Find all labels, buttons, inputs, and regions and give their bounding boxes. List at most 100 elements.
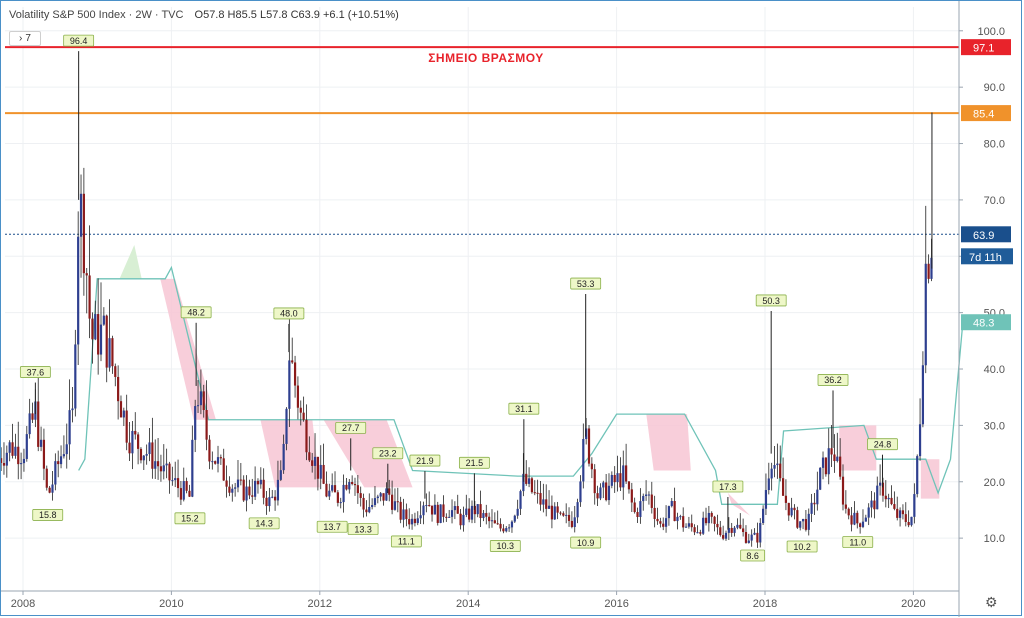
candle-body (94, 314, 97, 340)
swing-marker-label: 10.2 (793, 542, 811, 552)
horizontal-lines: ΣΗΜΕΙΟ ΒΡΑΣΜΟΥ (5, 46, 959, 235)
candle-body (633, 502, 636, 513)
candle-body (2, 462, 6, 466)
swing-marker-box (347, 523, 379, 535)
candle-body (790, 507, 793, 516)
candle-body (162, 465, 165, 472)
ohlc-high: H85.5 (227, 9, 257, 21)
candle-body (653, 507, 656, 519)
candle-body (479, 504, 482, 519)
candle-body (773, 465, 776, 469)
candle-body (1, 458, 3, 463)
cloud-fill (720, 470, 751, 516)
candle-body (859, 523, 862, 527)
candle-body (579, 481, 582, 503)
ohlc-low: L57.8 (259, 9, 288, 21)
swing-marker-box (508, 402, 540, 415)
candle-body (910, 516, 913, 526)
swing-marker-box (786, 540, 818, 553)
swing-marker-box (409, 454, 441, 467)
candle-body (99, 324, 103, 355)
candle-body (642, 495, 645, 502)
candle-body (536, 492, 539, 494)
candle-body (194, 406, 197, 440)
candle-body (62, 454, 66, 457)
candle-body (659, 521, 662, 524)
candle-body (516, 508, 519, 516)
candle-body (288, 360, 291, 409)
candle-body (465, 508, 468, 515)
candle-body (348, 481, 351, 490)
x-tick-label: 2016 (604, 598, 628, 610)
candle-body (362, 497, 365, 510)
candle-body (819, 467, 822, 490)
swing-marker-label: 37.6 (27, 367, 45, 377)
candle-body (667, 506, 671, 519)
cloud-value-badge: 48.3 (973, 318, 994, 330)
indicator-toggle-button[interactable]: › 7 (9, 31, 41, 46)
candle-body (607, 485, 611, 501)
candle-body (864, 517, 867, 522)
candle-body (234, 487, 237, 489)
boiling-point-badge-bg (961, 39, 1011, 56)
candle-body (336, 492, 339, 503)
candle-body (393, 501, 397, 510)
candle-body (214, 461, 217, 464)
boiling-point-label: ΣΗΜΕΙΟ ΒΡΑΣΜΟΥ (428, 51, 544, 65)
swing-marker-label: 48.0 (280, 309, 298, 319)
candle-body (179, 488, 183, 500)
candle-body (351, 481, 354, 485)
candle-body (824, 457, 827, 475)
candle-body (816, 489, 819, 505)
cloud-fill (646, 414, 691, 471)
candle-body (699, 532, 702, 534)
last-price-badge-bg (961, 226, 1011, 243)
candle-body (759, 523, 762, 543)
candle-body (382, 493, 385, 501)
candle-body (602, 482, 605, 488)
candle-body (767, 478, 770, 491)
candle-body (154, 461, 157, 469)
candle-body (896, 508, 899, 518)
candle-body (927, 263, 930, 279)
candle-body (876, 485, 879, 510)
candle-body (898, 510, 902, 518)
candle-body (97, 314, 100, 355)
candle-body (151, 442, 154, 469)
y-tick-label: 100.0 (977, 26, 1005, 38)
candle-body (662, 523, 665, 527)
candle-body (248, 486, 251, 496)
candle-body (833, 454, 836, 462)
candle-body (25, 434, 28, 459)
cloud-fill (920, 459, 940, 499)
candle-body (385, 488, 388, 501)
swing-marker-label: 11.0 (849, 537, 866, 547)
y-tick-label: 70.0 (984, 195, 1005, 207)
candle-body (522, 473, 525, 492)
swing-marker-label: 8.6 (746, 551, 759, 561)
candle-body (316, 456, 319, 479)
y-tick-label: 30.0 (984, 420, 1005, 432)
swing-marker-box (458, 456, 490, 469)
candle-body (145, 454, 148, 456)
candle-body (722, 535, 725, 539)
candle-body (439, 504, 442, 523)
candle-body (650, 494, 653, 508)
candle-body (530, 478, 534, 493)
gear-icon[interactable]: ⚙ (985, 594, 998, 610)
swing-marker-label: 15.8 (39, 510, 57, 520)
swing-marker-box (32, 509, 64, 521)
candle-body (148, 442, 151, 455)
swing-marker-box (273, 307, 305, 320)
countdown-badge-bg (961, 248, 1013, 265)
candle-body (128, 442, 131, 454)
candle-body (462, 514, 465, 526)
swing-marker-label: 15.2 (181, 514, 199, 524)
y-tick-label: 90.0 (984, 82, 1005, 94)
candle-body (527, 478, 531, 484)
candle-body (710, 512, 713, 517)
symbol-title[interactable]: Volatility S&P 500 Index · 2W · TVC (9, 9, 184, 21)
